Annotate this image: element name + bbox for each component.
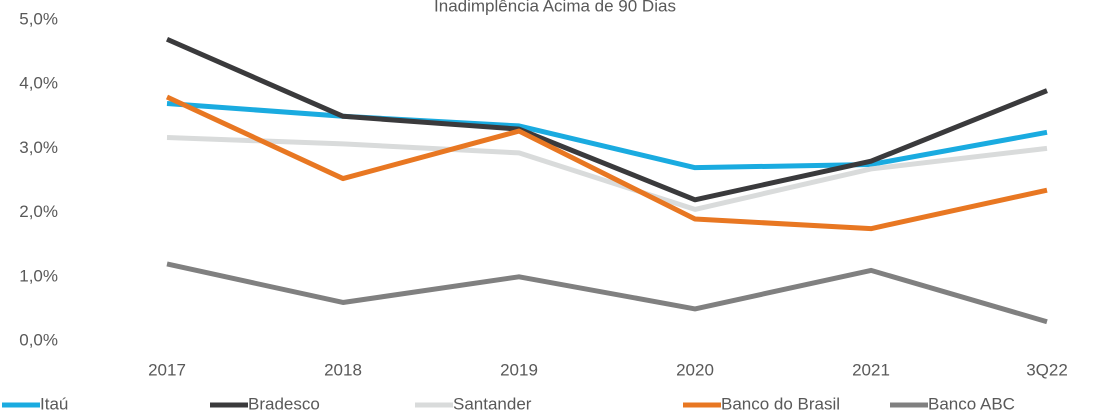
legend-label: Bradesco: [248, 394, 320, 413]
chart-title: Inadimplência Acima de 90 Dias: [434, 0, 676, 15]
y-tick-label: 0,0%: [19, 330, 58, 349]
x-tick-label: 2020: [676, 360, 714, 379]
y-tick-label: 4,0%: [19, 74, 58, 93]
x-tick-label: 2019: [500, 360, 538, 379]
x-tick-label: 2017: [148, 360, 186, 379]
y-tick-label: 3,0%: [19, 138, 58, 157]
y-tick-label: 5,0%: [19, 9, 58, 28]
series-line: [165, 36, 1048, 203]
y-tick-label: 1,0%: [19, 266, 58, 285]
series-line: [166, 261, 1048, 325]
x-tick-label: 3Q22: [1026, 360, 1068, 379]
x-tick-label: 2018: [324, 360, 362, 379]
y-tick-label: 2,0%: [19, 202, 58, 221]
legend-label: Santander: [453, 394, 532, 413]
legend-label: Banco do Brasil: [721, 394, 840, 413]
series-line: [166, 134, 1048, 212]
series-line: [166, 100, 1048, 171]
series-line: [165, 94, 1048, 232]
legend-label: Itaú: [40, 394, 68, 413]
x-tick-label: 2021: [852, 360, 890, 379]
legend-label: Banco ABC: [928, 394, 1015, 413]
